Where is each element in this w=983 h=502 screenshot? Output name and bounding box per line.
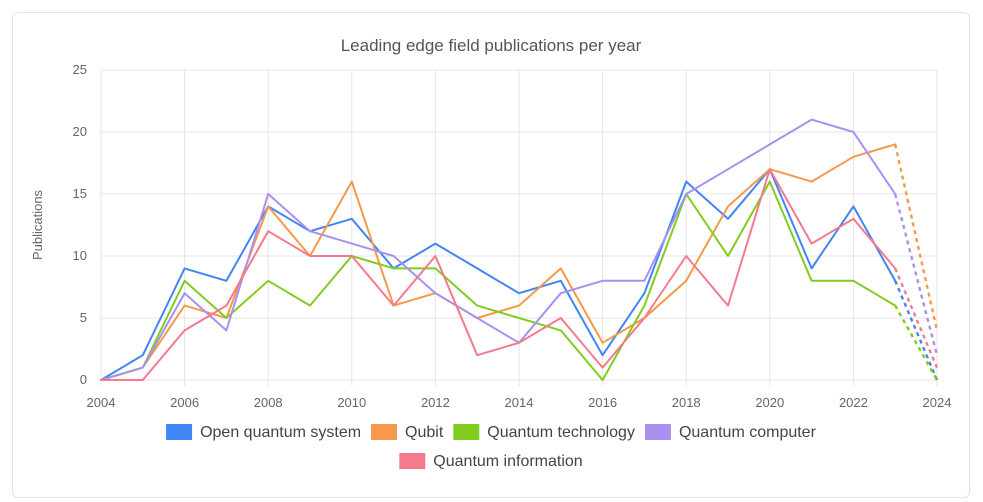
legend-item[interactable]: Qubit (371, 424, 444, 441)
series-line-4 (100, 168, 897, 381)
series-projection-3 (894, 193, 939, 356)
y-tick-label: 25 (73, 62, 87, 77)
legend-label: Quantum information (433, 453, 582, 470)
legend-swatch (371, 424, 398, 440)
legend-swatch (453, 424, 480, 440)
legend-label: Open quantum system (200, 424, 361, 441)
legend-label: Quantum technology (487, 424, 635, 441)
series-projection-2 (894, 305, 939, 381)
y-tick-label: 15 (73, 186, 87, 201)
x-tick-label: 2010 (337, 395, 366, 410)
y-axis-label: Publications (30, 189, 45, 260)
legend-label: Quantum computer (679, 424, 817, 441)
series-lines (100, 118, 939, 381)
y-tick-label: 10 (73, 248, 87, 263)
legend-label: Qubit (405, 424, 444, 441)
series-projection-0 (894, 280, 939, 381)
legend-item[interactable]: Quantum information (399, 453, 583, 470)
x-tick-label: 2024 (923, 395, 952, 410)
x-tick-label: 2004 (87, 395, 116, 410)
legend-item[interactable]: Open quantum system (166, 424, 361, 441)
x-tick-label: 2022 (839, 395, 868, 410)
series-projection-1 (894, 144, 939, 331)
x-tick-label: 2008 (254, 395, 283, 410)
axis-ticks: 0 5 10 15 20 25 2004 2006 2008 2010 2012 2014 2016 20… (73, 62, 952, 410)
legend-swatch (399, 453, 426, 469)
x-tick-label: 2006 (170, 395, 199, 410)
series-line-3 (100, 118, 897, 381)
grid-lines (100, 69, 938, 386)
x-tick-label: 2012 (421, 395, 450, 410)
y-tick-label: 20 (73, 124, 87, 139)
x-tick-label: 2014 (505, 395, 534, 410)
series-line-0 (100, 168, 897, 381)
y-tick-label: 5 (80, 310, 87, 325)
x-tick-label: 2016 (588, 395, 617, 410)
legend-item[interactable]: Quantum computer (644, 424, 817, 441)
chart-card (12, 12, 970, 498)
series-projection-4 (894, 267, 939, 369)
legend-swatch (166, 424, 193, 440)
chart-title: Leading edge field publications per year (341, 36, 642, 55)
x-tick-label: 2020 (755, 395, 784, 410)
y-tick-label: 0 (80, 372, 87, 387)
legend-swatch (644, 424, 671, 440)
legend-item[interactable]: Quantum technology (453, 424, 635, 441)
legend[interactable]: Open quantum system Qubit Quantum technolo… (166, 424, 817, 470)
x-tick-label: 2018 (672, 395, 701, 410)
